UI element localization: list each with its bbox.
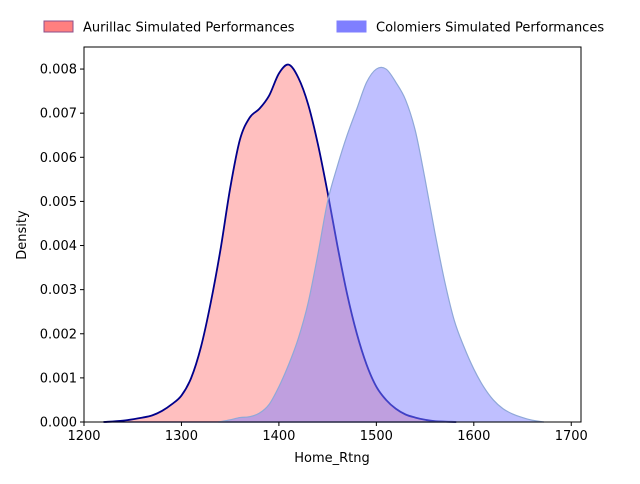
x-tick-label: 1200 (67, 429, 100, 444)
x-tick-label: 1300 (165, 429, 198, 444)
legend-swatch-aurillac (43, 20, 74, 33)
legend-swatch-colomiers (336, 20, 367, 33)
x-tick-label: 1700 (555, 429, 588, 444)
density-area-colomiers (218, 67, 544, 422)
y-tick-label: 0.002 (40, 327, 77, 342)
axes: 1200 1300 1400 1500 1600 1700 0.000 0.001 0.002 0… (40, 46, 588, 444)
x-tick-label: 1400 (262, 429, 295, 444)
x-axis-label: Home_Rtng (294, 451, 370, 466)
y-tick-label: 0.000 (40, 416, 77, 431)
density-line-colomiers (218, 66, 545, 423)
legend: Aurillac Simulated Performances Colomier… (43, 20, 604, 36)
y-tick-label: 0.007 (40, 107, 77, 122)
plot-frame (83, 46, 582, 423)
density-area-aurillac (103, 64, 457, 423)
y-tick-label: 0.006 (40, 151, 77, 166)
legend-label-aurillac: Aurillac Simulated Performances (83, 21, 295, 36)
y-tick-label: 0.001 (40, 371, 77, 386)
x-tick-label: 1600 (457, 429, 490, 444)
x-tick-label: 1500 (360, 429, 393, 444)
y-tick-label: 0.004 (40, 239, 77, 254)
y-axis-label: Density (15, 210, 30, 260)
y-tick-label: 0.003 (40, 283, 77, 298)
y-tick-label: 0.005 (40, 195, 77, 210)
y-tick-label: 0.008 (40, 63, 77, 78)
legend-label-colomiers: Colomiers Simulated Performances (376, 21, 604, 36)
